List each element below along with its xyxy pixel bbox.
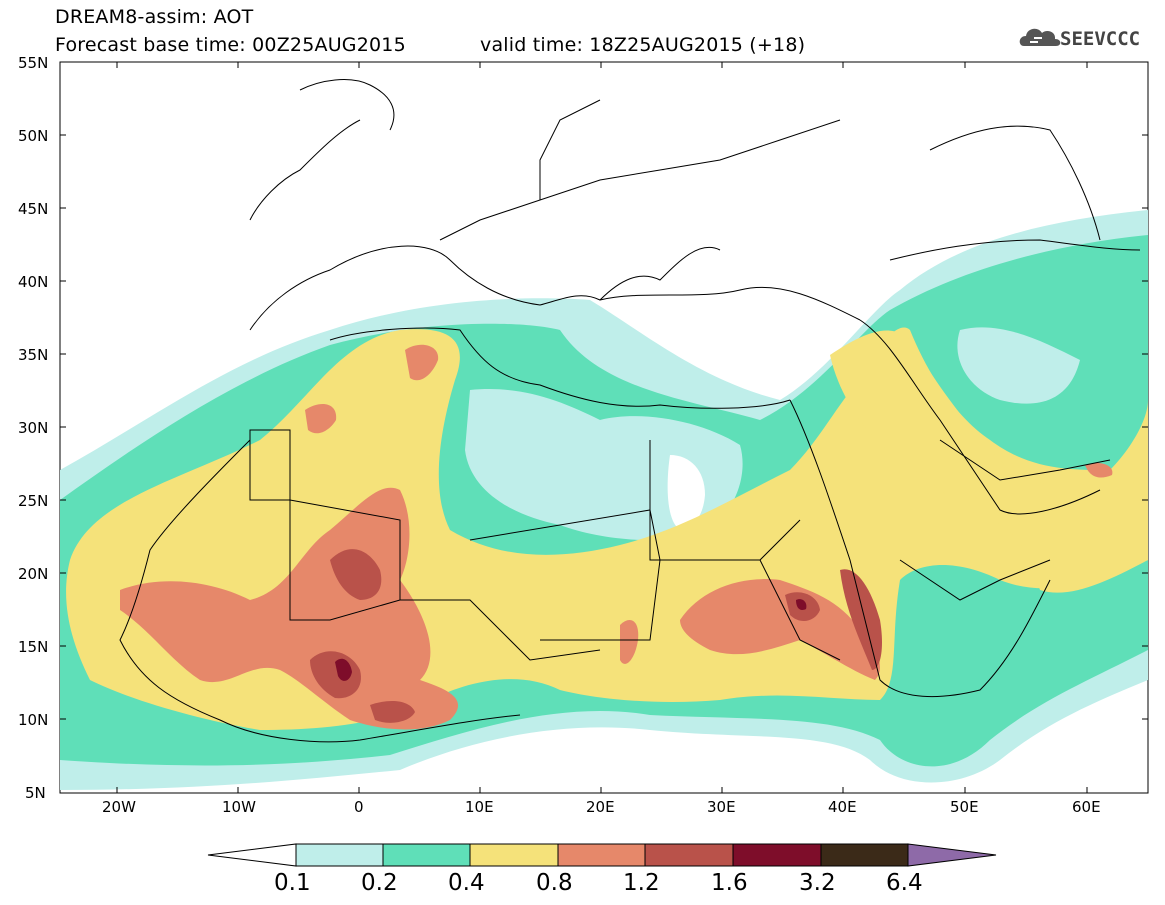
lon-tick-60E: 60E xyxy=(1072,798,1101,816)
map-title: DREAM8-assim: AOT xyxy=(55,6,254,28)
aot-band-0.4-arabia xyxy=(830,330,1148,593)
legend-label-6: 3.2 xyxy=(799,870,836,896)
legend-arrow-left xyxy=(207,843,297,867)
legend-swatch-4 xyxy=(644,843,734,867)
lat-tick-35N: 35N xyxy=(18,346,48,364)
coastlines xyxy=(119,79,1141,743)
lon-tick-50E: 50E xyxy=(950,798,979,816)
lon-tick-0: 0 xyxy=(354,798,364,816)
lon-ticks: 20W 10W 0 10E 20E 30E 40E 50E 60E xyxy=(102,798,1101,816)
lat-tick-10N: 10N xyxy=(18,711,48,729)
aot-band-1.2-mali xyxy=(330,549,382,600)
aot-band-0.8-small4 xyxy=(1085,463,1113,478)
lat-tick-40N: 40N xyxy=(18,273,48,291)
lat-tick-20N: 20N xyxy=(18,565,48,583)
logo-text: SEEVCCC xyxy=(1060,28,1141,50)
lat-tick-55N: 55N xyxy=(18,54,48,72)
aot-band-1.6-sudan xyxy=(796,599,807,610)
valid-time: valid time: 18Z25AUG2015 (+18) xyxy=(480,34,806,56)
legend-swatch-5 xyxy=(732,843,822,867)
legend-label-2: 0.4 xyxy=(448,870,485,896)
legend-label-0: 0.1 xyxy=(274,870,311,896)
legend-label-5: 1.6 xyxy=(711,870,748,896)
legend-arrow-right xyxy=(907,843,997,867)
aot-band-0.8-west xyxy=(120,487,459,730)
legend-label-7: 6.4 xyxy=(886,870,923,896)
aot-band-0.8-small3 xyxy=(620,620,639,664)
legend-swatch-2 xyxy=(469,843,559,867)
lat-tick-15N: 15N xyxy=(18,638,48,656)
aot-band-0.8-small1 xyxy=(405,344,439,381)
aot-band-0.8-small2 xyxy=(305,404,337,434)
legend-label-4: 1.2 xyxy=(623,870,660,896)
legend-label-3: 0.8 xyxy=(536,870,573,896)
legend-swatch-1 xyxy=(382,843,471,867)
cloud-icon xyxy=(1019,28,1061,46)
lon-tick-10E: 10E xyxy=(465,798,494,816)
color-legend: 0.1 0.2 0.4 0.8 1.2 1.6 3.2 6.4 xyxy=(207,843,997,896)
lon-tick-10W: 10W xyxy=(222,798,256,816)
aot-clear-core xyxy=(667,455,705,529)
aot-clear-arabia xyxy=(957,327,1080,404)
aot-band-1.6 xyxy=(335,658,352,681)
legend-swatch-6 xyxy=(820,843,909,867)
aot-fields xyxy=(60,210,1149,790)
lon-tick-30E: 30E xyxy=(707,798,736,816)
lon-tick-marks xyxy=(116,62,1088,793)
aot-band-1.2-nigeria xyxy=(370,700,415,723)
lat-tick-5N: 5N xyxy=(25,784,46,802)
legend-swatch-0 xyxy=(295,843,384,867)
lon-tick-20W: 20W xyxy=(102,798,136,816)
lon-tick-40E: 40E xyxy=(828,798,857,816)
lat-ticks: 55N 50N 45N 40N 35N 30N 25N 20N 15N 10N … xyxy=(18,54,48,802)
forecast-base-time: Forecast base time: 00Z25AUG2015 xyxy=(55,34,406,56)
lat-tick-50N: 50N xyxy=(18,127,48,145)
lat-tick-marks xyxy=(60,134,1148,720)
lon-tick-20E: 20E xyxy=(586,798,615,816)
legend-swatch-3 xyxy=(557,843,646,867)
legend-label-1: 0.2 xyxy=(361,870,398,896)
lat-tick-25N: 25N xyxy=(18,492,48,510)
lat-tick-30N: 30N xyxy=(18,419,48,437)
lat-tick-45N: 45N xyxy=(18,200,48,218)
